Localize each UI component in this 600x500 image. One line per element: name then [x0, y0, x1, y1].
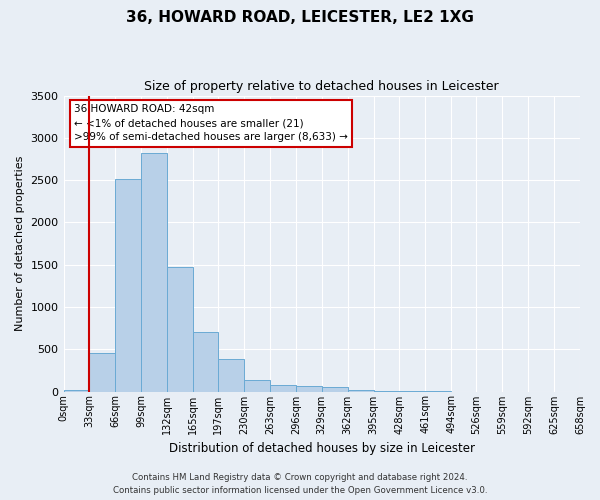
- Bar: [193, 332, 218, 392]
- Bar: [167, 267, 193, 392]
- Bar: [218, 360, 244, 392]
- Bar: [115, 180, 141, 392]
- Bar: [270, 385, 296, 392]
- Title: Size of property relative to detached houses in Leicester: Size of property relative to detached ho…: [145, 80, 499, 93]
- Y-axis label: Number of detached properties: Number of detached properties: [15, 156, 25, 331]
- Bar: [89, 354, 115, 392]
- Bar: [322, 387, 347, 392]
- Bar: [296, 386, 322, 392]
- Text: 36 HOWARD ROAD: 42sqm
← <1% of detached houses are smaller (21)
>99% of semi-det: 36 HOWARD ROAD: 42sqm ← <1% of detached …: [74, 104, 348, 142]
- Text: 36, HOWARD ROAD, LEICESTER, LE2 1XG: 36, HOWARD ROAD, LEICESTER, LE2 1XG: [126, 10, 474, 25]
- Bar: [141, 153, 167, 392]
- Bar: [347, 390, 374, 392]
- Bar: [244, 380, 270, 392]
- X-axis label: Distribution of detached houses by size in Leicester: Distribution of detached houses by size …: [169, 442, 475, 455]
- Text: Contains HM Land Registry data © Crown copyright and database right 2024.
Contai: Contains HM Land Registry data © Crown c…: [113, 474, 487, 495]
- Bar: [64, 390, 89, 392]
